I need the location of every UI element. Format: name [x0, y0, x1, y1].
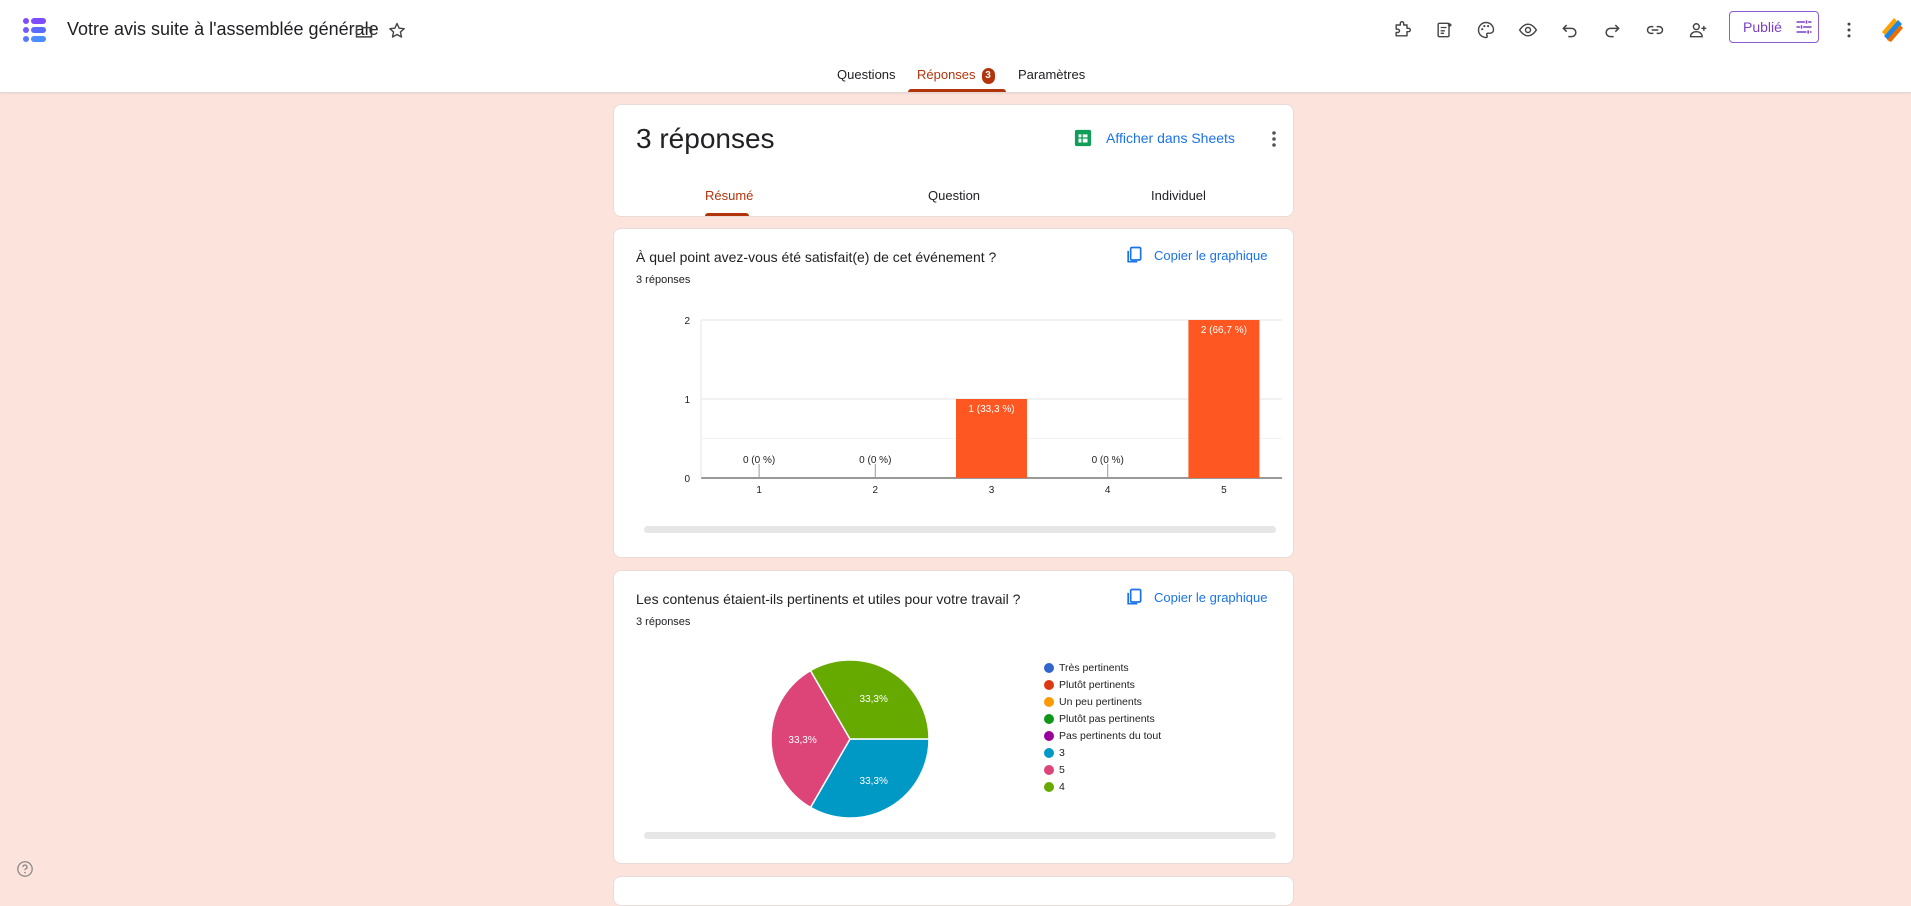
link-icon[interactable] [1643, 18, 1667, 42]
responses-more-icon[interactable] [1264, 129, 1284, 149]
legend-label: 3 [1059, 746, 1065, 759]
x-tick-label: 4 [1105, 485, 1111, 496]
copy-chart-label: Copier le graphique [1154, 589, 1268, 605]
legend-swatch [1044, 713, 1054, 724]
legend-item: Plutôt pertinents [1044, 676, 1161, 693]
pie-slice-label: 33,3% [860, 776, 888, 787]
legend-swatch [1044, 662, 1054, 673]
copy-chart-button[interactable]: Copier le graphique [1124, 587, 1267, 607]
responses-summary-card: 3 réponses Afficher dans Sheets Résumé Q… [613, 104, 1294, 217]
view-in-sheets-label: Afficher dans Sheets [1106, 130, 1235, 146]
forms-logo-icon[interactable] [20, 16, 48, 44]
response-count: 3 réponses [636, 616, 691, 628]
legend-item: 3 [1044, 744, 1161, 761]
top-bar: Votre avis suite à l'assemblée générale … [0, 0, 1911, 93]
form-ai-icon[interactable] [1432, 18, 1456, 42]
copy-chart-button[interactable]: Copier le graphique [1124, 245, 1267, 265]
bar-data-label: 0 (0 %) [859, 455, 891, 466]
palette-icon[interactable] [1474, 18, 1498, 42]
account-avatar-icon[interactable] [1878, 16, 1906, 44]
pie-legend: Très pertinents Plutôt pertinents Un peu p… [1044, 659, 1161, 795]
x-tick-label: 5 [1221, 485, 1227, 496]
addon-puzzle-icon[interactable] [1390, 18, 1414, 42]
legend-item: Très pertinents [1044, 659, 1161, 676]
more-options-icon[interactable] [1837, 18, 1861, 42]
undo-icon[interactable] [1558, 18, 1582, 42]
legend-swatch [1044, 747, 1054, 758]
redo-icon[interactable] [1600, 18, 1624, 42]
response-count: 3 réponses [636, 274, 691, 286]
legend-item: Plutôt pas pertinents [1044, 710, 1161, 727]
sheets-icon [1074, 129, 1092, 147]
chart-scrollbar[interactable] [644, 832, 1276, 839]
legend-label: Très pertinents [1059, 661, 1129, 674]
preview-eye-icon[interactable] [1516, 18, 1540, 42]
main-tabs: Questions Réponses 3 Paramètres [0, 60, 1911, 93]
question-card-next [613, 876, 1294, 906]
pie-slice-label: 33,3% [788, 735, 816, 746]
pie-slice[interactable] [770, 669, 851, 809]
form-title[interactable]: Votre avis suite à l'assemblée générale [67, 19, 379, 39]
tab-responses[interactable]: Réponses 3 [917, 67, 995, 84]
star-icon[interactable] [385, 19, 409, 43]
question-title: À quel point avez-vous été satisfait(e) … [636, 249, 997, 265]
bar-data-label: 0 (0 %) [1092, 455, 1124, 466]
legend-swatch [1044, 764, 1054, 775]
legend-label: Plutôt pertinents [1059, 678, 1135, 691]
legend-swatch [1044, 730, 1054, 741]
bar-data-label: 2 (66,7 %) [1201, 325, 1247, 336]
bar-data-label: 1 (33,3 %) [968, 404, 1014, 415]
publish-button[interactable]: Publié [1729, 11, 1819, 43]
subtab-indicator [705, 213, 749, 216]
chart-scrollbar[interactable] [644, 526, 1276, 533]
satisfaction-bar-chart: 0 1 2 0 (0 %) 1 0 (0 %) 2 1 (33,3 %) 3 0 (0 %) 4 2 … [684, 316, 1282, 496]
legend-swatch [1044, 781, 1054, 792]
copy-icon [1127, 588, 1142, 605]
publish-label: Publié [1743, 19, 1782, 35]
x-tick-label: 1 [756, 485, 762, 496]
help-icon[interactable] [16, 860, 34, 878]
tab-settings[interactable]: Paramètres [1018, 67, 1086, 82]
responses-count-title: 3 réponses [636, 123, 775, 154]
pie-slice[interactable] [809, 738, 930, 819]
legend-item: Pas pertinents du tout [1044, 727, 1161, 744]
legend-label: Pas pertinents du tout [1059, 729, 1162, 742]
tune-icon [1796, 20, 1812, 34]
x-tick-label: 2 [873, 485, 879, 496]
legend-swatch [1044, 696, 1054, 707]
y-tick-label: 1 [684, 395, 690, 406]
legend-item: Un peu pertinents [1044, 693, 1161, 710]
relevance-pie-chart: 33,3% 33,3% 33,3% [770, 659, 930, 819]
copy-chart-label: Copier le graphique [1154, 247, 1268, 263]
legend-swatch [1044, 679, 1054, 690]
folder-icon[interactable] [352, 19, 376, 43]
legend-label: 5 [1059, 763, 1065, 776]
y-tick-label: 2 [684, 316, 690, 327]
legend-label: Plutôt pas pertinents [1059, 712, 1155, 725]
y-tick-label: 0 [684, 474, 690, 485]
add-collaborator-icon[interactable] [1686, 18, 1710, 42]
copy-icon [1127, 246, 1142, 263]
subtab-summary[interactable]: Résumé [705, 188, 754, 203]
active-tab-indicator [908, 89, 1006, 92]
responses-count-badge: 3 [981, 68, 995, 84]
bar[interactable] [1188, 320, 1260, 478]
question-card-satisfaction: À quel point avez-vous été satisfait(e) … [613, 228, 1294, 558]
subtab-individual[interactable]: Individuel [1151, 188, 1206, 203]
tab-questions[interactable]: Questions [837, 67, 896, 82]
legend-label: Un peu pertinents [1059, 695, 1142, 708]
question-card-relevance: Les contenus étaient-ils pertinents et u… [613, 570, 1294, 864]
view-in-sheets-link[interactable]: Afficher dans Sheets [1074, 129, 1235, 147]
x-tick-label: 3 [989, 485, 995, 496]
question-title: Les contenus étaient-ils pertinents et u… [636, 591, 1021, 607]
pie-slice[interactable] [809, 659, 930, 740]
subtab-question[interactable]: Question [928, 188, 981, 203]
legend-item: 5 [1044, 761, 1161, 778]
bar[interactable] [956, 399, 1027, 478]
legend-label: 4 [1059, 780, 1065, 793]
pie-slice-label: 33,3% [860, 694, 888, 705]
legend-item: 4 [1044, 778, 1161, 795]
bar-data-label: 0 (0 %) [743, 455, 775, 466]
tab-responses-label: Réponses [917, 67, 976, 82]
